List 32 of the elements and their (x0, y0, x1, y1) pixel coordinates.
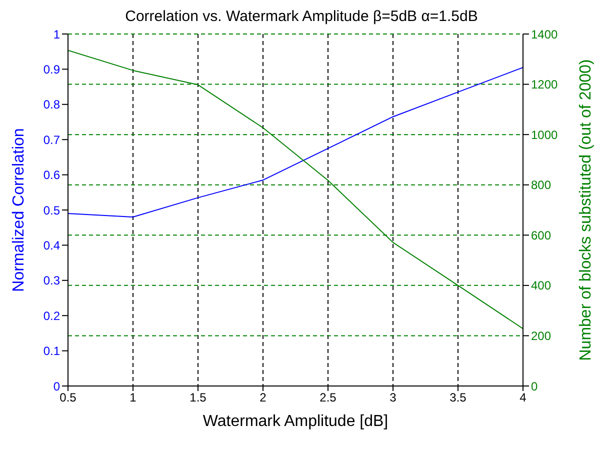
y-tick-label: 0.6 (43, 168, 60, 182)
y-tick-label: 1 (53, 27, 60, 42)
y2-tick-label: 600 (531, 228, 552, 242)
y-tick-label: 0.8 (43, 98, 60, 112)
y2-axis-title: Number of blocks substituted (out of 2000) (578, 59, 595, 361)
x-tick-label: 1 (130, 390, 137, 405)
y-tick-label: 0.3 (43, 274, 60, 288)
y2-tick-label: 0 (531, 379, 538, 394)
x-tick-label: 4 (520, 390, 527, 405)
x-tick-label: 1.5 (190, 390, 207, 405)
y2-tick-label: 400 (531, 278, 552, 293)
x-tick-label: 3.5 (450, 390, 467, 405)
y2-tick-label: 200 (531, 328, 552, 343)
x-tick-label: 2 (260, 390, 267, 405)
y-tick-label: 0.1 (43, 344, 60, 358)
y2-tick-label: 1000 (531, 128, 558, 142)
line-series (68, 66, 523, 218)
y-axis-title: Normalized Correlation (10, 128, 28, 292)
y2-tick-label: 800 (531, 178, 552, 192)
x-tick-label: 2.5 (320, 390, 337, 405)
y-tick-label: 0.7 (43, 132, 60, 147)
y-tick-label: 0 (53, 379, 60, 394)
chart-title: Correlation vs. Watermark Amplitude β=5dB α=1.5dB (124, 8, 479, 27)
y-tick-label: 0.2 (43, 308, 60, 323)
x-tick-label: 3 (390, 390, 397, 405)
x-axis-title: Watermark Amplitude [dB] (202, 413, 388, 430)
y-tick-label: 0.5 (43, 203, 60, 218)
y2-tick-label: 1200 (531, 78, 558, 92)
y-tick-label: 0.4 (43, 238, 60, 252)
y-tick-label: 0.9 (43, 62, 60, 76)
line-series (68, 50, 523, 330)
y2-tick-label: 1400 (531, 27, 558, 42)
